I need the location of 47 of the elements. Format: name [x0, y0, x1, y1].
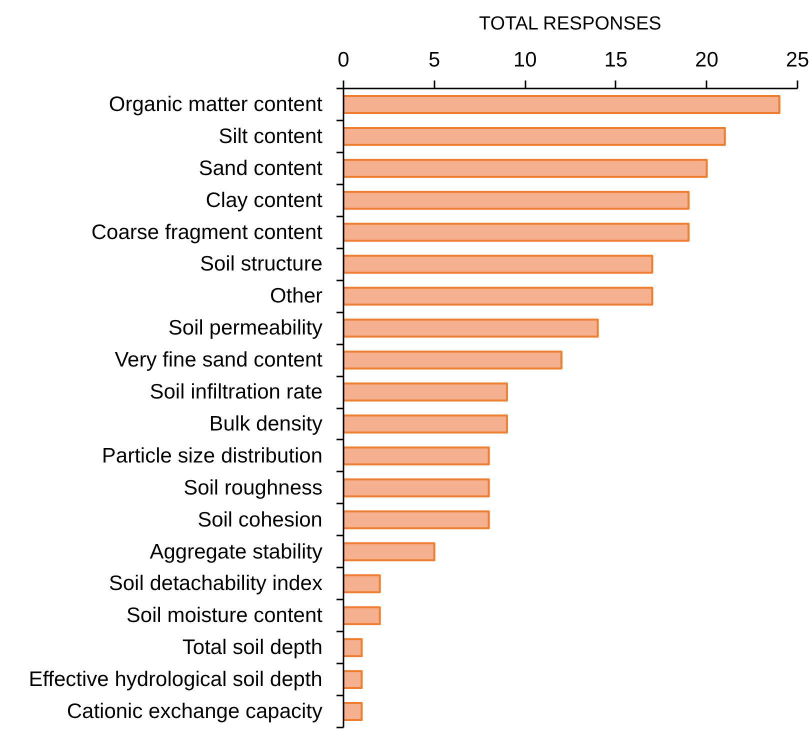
bar [344, 95, 780, 114]
bar [344, 510, 490, 530]
y-tick-label: Soil structure [200, 252, 322, 276]
x-tick-label: 0 [338, 48, 350, 72]
y-tick-label: Effective hydrological soil depth [28, 668, 323, 692]
bar [344, 670, 363, 690]
y-tick-label: Soil moisture content [126, 604, 323, 628]
bar [344, 350, 562, 370]
bar [344, 542, 436, 562]
y-tick-label: Soil permeability [168, 316, 323, 340]
y-tick-label: Other [270, 284, 323, 308]
bar [344, 478, 490, 498]
y-tick-label: Sand content [198, 156, 323, 180]
x-tick-label: 10 [513, 48, 537, 72]
y-tick-label: Coarse fragment content [91, 220, 323, 244]
bar [344, 222, 690, 242]
y-tick-label: Soil detachability index [108, 572, 323, 596]
bar [344, 574, 381, 594]
y-tick-label: Very fine sand content [114, 348, 323, 372]
bar [344, 702, 363, 721]
y-tick-label: Soil roughness [184, 476, 322, 500]
y-tick-label: Total soil depth [182, 636, 323, 660]
bar [344, 126, 726, 146]
y-tick-label: Aggregate stability [150, 540, 323, 564]
bar [344, 254, 654, 274]
bar [344, 286, 654, 306]
y-tick-label: Particle size distribution [102, 444, 322, 468]
y-tick-label: Soil cohesion [198, 508, 323, 532]
y-tick-label: Organic matter content [108, 92, 323, 116]
bar [344, 638, 363, 658]
bar [344, 318, 599, 338]
x-tick-label: 5 [428, 48, 440, 72]
bar [344, 158, 708, 178]
y-tick-label: Bulk density [209, 412, 323, 436]
x-tick-label: 15 [604, 48, 628, 72]
y-tick-label: Cationic exchange capacity [66, 700, 323, 724]
y-tick-label: Clay content [206, 188, 323, 212]
x-axis-title: TOTAL RESPONSES [478, 14, 662, 34]
y-tick-label: Silt content [218, 124, 323, 148]
bar [344, 190, 690, 210]
x-tick-label: 25 [786, 48, 810, 72]
y-tick-label: Soil infiltration rate [150, 380, 322, 404]
bar [344, 446, 490, 466]
bar [344, 382, 508, 402]
x-tick-label: 20 [695, 48, 718, 72]
bar [344, 414, 508, 434]
bar [344, 606, 381, 626]
